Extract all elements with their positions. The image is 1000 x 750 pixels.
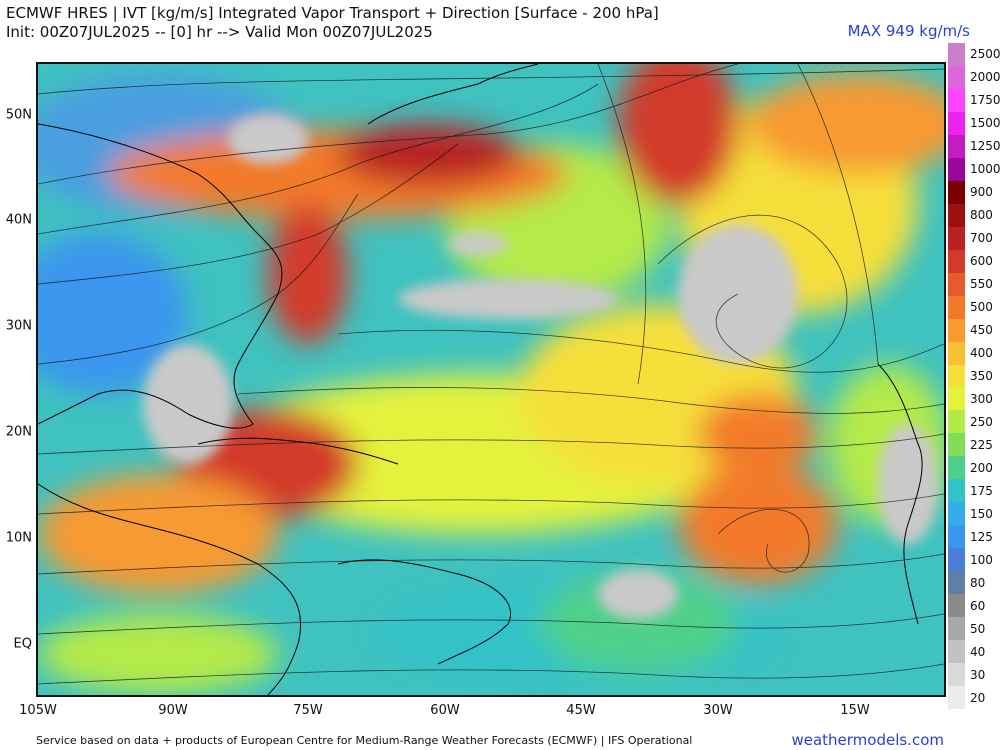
colorbar-swatch <box>948 410 965 434</box>
colorbar-level-label: 2000 <box>970 70 1000 85</box>
colorbar-level-label: 2500 <box>970 47 1000 62</box>
colorbar-swatch <box>948 594 965 618</box>
map-title: ECMWF HRES | IVT [kg/m/s] Integrated Vap… <box>6 4 659 42</box>
colorbar-swatch <box>948 226 965 251</box>
colorbar-swatch <box>948 295 965 320</box>
colorbar-swatch <box>948 180 965 205</box>
colorbar-level-label: 600 <box>970 254 993 269</box>
colorbar-level-label: 225 <box>970 437 993 452</box>
lon-label-75w: 75W <box>293 703 323 718</box>
colorbar <box>948 43 965 710</box>
lon-label-15w: 15W <box>840 703 870 718</box>
colorbar-level-label: 500 <box>970 300 993 315</box>
colorbar-level-label: 1500 <box>970 116 1000 131</box>
lat-label-40n: 40N <box>5 212 32 228</box>
colorbar-swatch <box>948 157 965 182</box>
colorbar-level-label: 80 <box>970 575 986 590</box>
colorbar-swatch <box>948 548 965 572</box>
coastlines <box>38 64 923 695</box>
ivt-map-panel <box>36 62 946 697</box>
colorbar-level-label: 30 <box>970 667 986 682</box>
colorbar-level-label: 900 <box>970 185 993 200</box>
lat-label-20n: 20N <box>5 424 32 440</box>
colorbar-swatch <box>948 249 965 274</box>
colorbar-level-label: 1750 <box>970 93 1000 108</box>
colorbar-level-label: 400 <box>970 346 993 361</box>
colorbar-level-label: 60 <box>970 598 986 613</box>
lon-label-105w: 105W <box>19 703 57 718</box>
max-value-label: MAX 949 kg/m/s <box>847 22 970 40</box>
colorbar-swatch <box>948 571 965 595</box>
colorbar-swatch <box>948 272 965 297</box>
colorbar-level-label: 50 <box>970 621 986 636</box>
lat-label-eq: EQ <box>13 636 32 652</box>
colorbar-swatch <box>948 479 965 503</box>
colorbar-level-label: 40 <box>970 644 986 659</box>
colorbar-swatch <box>948 686 965 710</box>
lon-label-60w: 60W <box>430 703 460 718</box>
colorbar-swatch <box>948 203 965 228</box>
title-line-2: Init: 00Z07JUL2025 -- [0] hr --> Valid M… <box>6 23 433 41</box>
colorbar-level-label: 250 <box>970 414 993 429</box>
colorbar-level-label: 150 <box>970 506 993 521</box>
colorbar-level-label: 1250 <box>970 139 1000 154</box>
colorbar-swatch <box>948 88 965 113</box>
ivt-map-graphic <box>38 64 944 695</box>
colorbar-level-label: 350 <box>970 369 993 383</box>
colorbar-swatch <box>948 341 965 365</box>
colorbar-level-label: 1000 <box>970 162 1000 177</box>
colorbar-swatch <box>948 364 965 388</box>
colorbar-swatch <box>948 43 965 67</box>
colorbar-swatch <box>948 502 965 526</box>
colorbar-swatch <box>948 134 965 159</box>
colorbar-swatch <box>948 525 965 549</box>
colorbar-swatch <box>948 433 965 457</box>
colorbar-swatch <box>948 617 965 641</box>
lon-label-90w: 90W <box>158 703 188 718</box>
lon-label-45w: 45W <box>566 703 596 718</box>
colorbar-level-label: 450 <box>970 323 993 338</box>
colorbar-swatch <box>948 65 965 90</box>
colorbar-level-label: 175 <box>970 483 993 498</box>
title-line-1: ECMWF HRES | IVT [kg/m/s] Integrated Vap… <box>6 4 659 22</box>
lat-label-50n: 50N <box>5 107 32 123</box>
colorbar-level-label: 550 <box>970 277 993 292</box>
colorbar-level-label: 125 <box>970 529 993 544</box>
ivt-streamlines <box>38 64 944 685</box>
colorbar-swatch <box>948 111 965 136</box>
colorbar-swatch <box>948 640 965 664</box>
colorbar-level-label: 300 <box>970 391 993 406</box>
colorbar-level-label: 700 <box>970 231 993 246</box>
colorbar-level-label: 20 <box>970 690 986 705</box>
colorbar-level-label: 100 <box>970 552 993 567</box>
colorbar-swatch <box>948 387 965 411</box>
colorbar-level-label: 200 <box>970 460 993 475</box>
colorbar-level-label: 800 <box>970 208 993 223</box>
colorbar-swatch <box>948 318 965 343</box>
brand-link[interactable]: weathermodels.com <box>791 731 944 749</box>
lat-label-30n: 30N <box>5 318 32 334</box>
colorbar-swatch <box>948 456 965 480</box>
lon-label-30w: 30W <box>703 703 733 718</box>
lat-label-10n: 10N <box>5 530 32 546</box>
data-credit: Service based on data + products of Euro… <box>36 734 693 747</box>
colorbar-swatch <box>948 663 965 687</box>
